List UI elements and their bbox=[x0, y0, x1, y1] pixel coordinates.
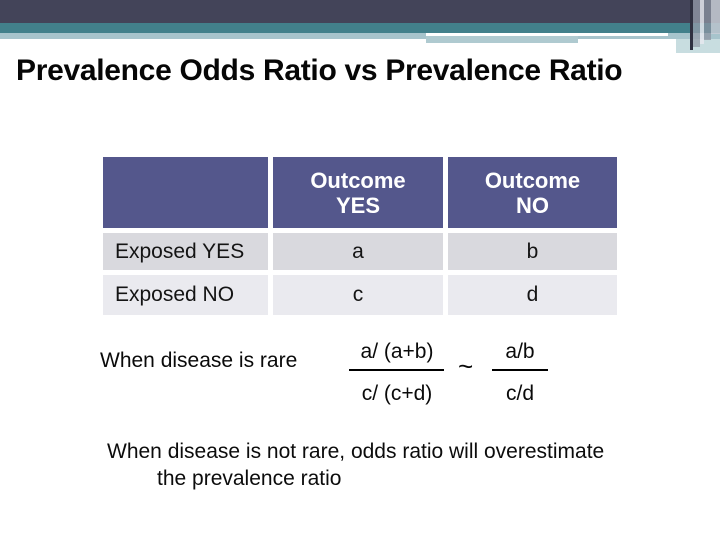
right-fraction-bar bbox=[492, 369, 548, 371]
accent-stripe bbox=[700, 0, 704, 44]
right-fraction-numerator: a/b bbox=[505, 340, 535, 363]
slide-title: Prevalence Odds Ratio vs Prevalence Rati… bbox=[16, 54, 623, 87]
left-fraction-numerator: a/ (a+b) bbox=[360, 340, 434, 363]
header-accent-stripes bbox=[0, 0, 720, 60]
accent-stripe bbox=[690, 0, 693, 50]
header-bar-light bbox=[0, 33, 720, 39]
header-bar-dark bbox=[0, 0, 720, 23]
header-bar-teal bbox=[0, 23, 720, 33]
note-line-1: When disease is not rare, odds ratio wil… bbox=[107, 440, 605, 463]
right-fraction-denominator: c/d bbox=[505, 382, 534, 405]
row-label-exposed-yes: Exposed YES bbox=[103, 233, 268, 270]
left-fraction-denominator: c/ (c+d) bbox=[361, 382, 433, 405]
note-line-2: the prevalence ratio bbox=[157, 467, 342, 490]
cell-d: d bbox=[448, 275, 617, 315]
cell-b: b bbox=[448, 233, 617, 270]
accent-stripe bbox=[693, 0, 700, 47]
header-bar-white-gap bbox=[426, 33, 668, 36]
table-header-outcome-no: Outcome NO bbox=[448, 157, 617, 228]
cell-a: a bbox=[273, 233, 443, 270]
cell-c: c bbox=[273, 275, 443, 315]
formula-lead-text: When disease is rare bbox=[100, 349, 298, 372]
accent-stripe bbox=[711, 0, 720, 34]
contingency-table: Outcome YES Outcome NO Exposed YES a b E… bbox=[103, 157, 617, 315]
left-fraction-bar bbox=[349, 369, 444, 371]
table-header-outcome-yes: Outcome YES bbox=[273, 157, 443, 228]
table-header-empty bbox=[103, 157, 268, 228]
accent-stripe bbox=[704, 0, 711, 40]
approx-symbol: ~ bbox=[458, 351, 474, 381]
header-bar-light-offset bbox=[426, 36, 578, 43]
row-label-exposed-no: Exposed NO bbox=[103, 275, 268, 315]
